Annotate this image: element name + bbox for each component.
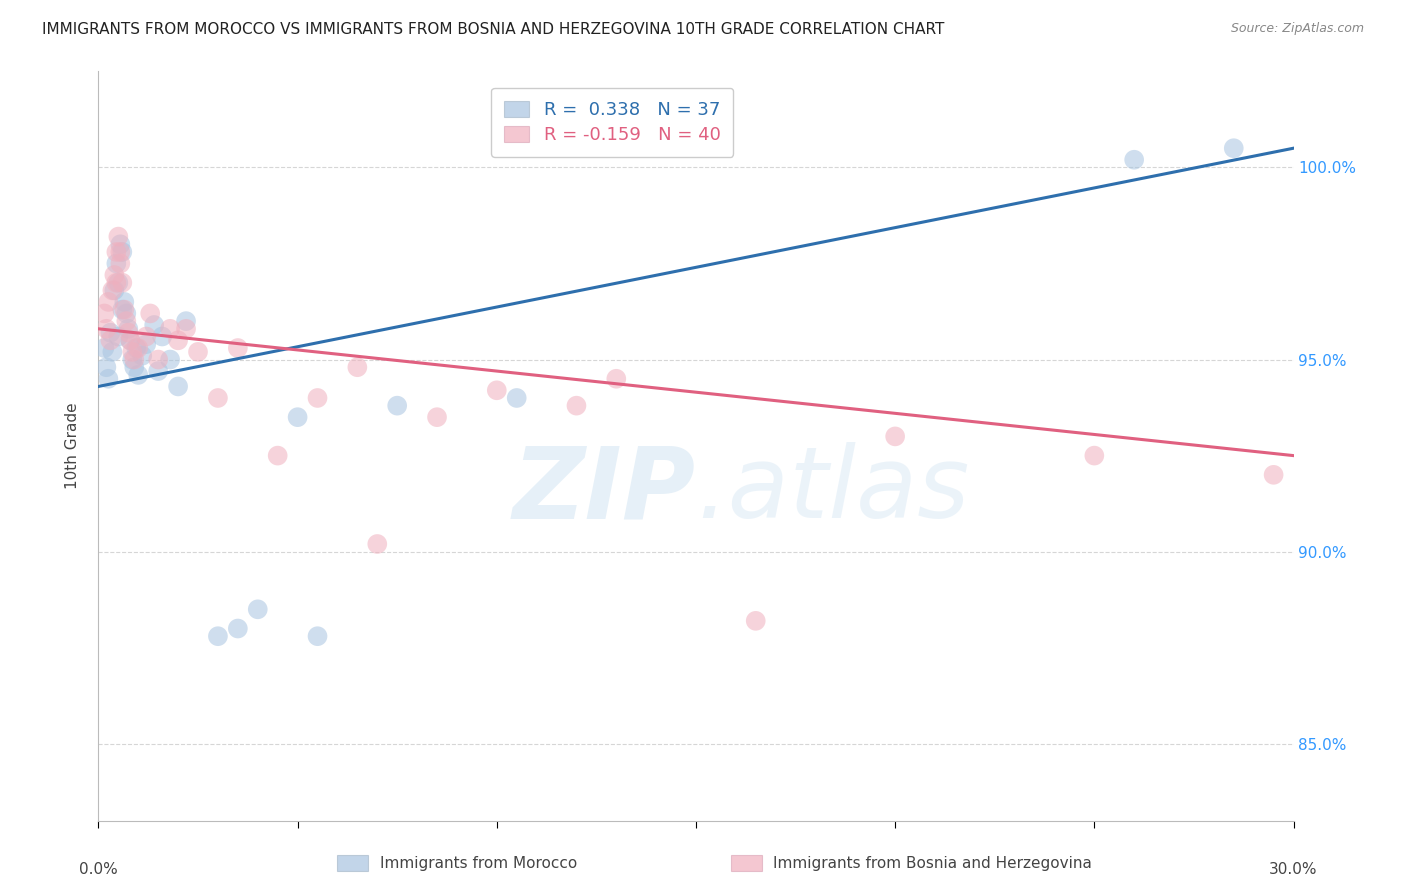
- Point: [267, 449, 290, 463]
- Point: [111, 276, 134, 290]
- Point: [117, 326, 139, 340]
- Point: [121, 352, 143, 367]
- Point: [135, 337, 157, 351]
- Point: [127, 341, 149, 355]
- Point: [101, 284, 124, 298]
- Point: [103, 284, 125, 298]
- Text: Immigrants from Bosnia and Herzegovina: Immigrants from Bosnia and Herzegovina: [773, 856, 1092, 871]
- Point: [1223, 141, 1246, 155]
- Point: [112, 302, 135, 317]
- Point: [93, 341, 115, 355]
- Point: [124, 352, 146, 367]
- Point: [1263, 467, 1285, 482]
- Point: [150, 329, 173, 343]
- Text: 0.0%: 0.0%: [79, 862, 118, 877]
- Point: [107, 329, 129, 343]
- Point: [103, 268, 125, 282]
- Text: ZIP: ZIP: [513, 442, 696, 540]
- Point: [1083, 449, 1105, 463]
- Point: [207, 391, 229, 405]
- Text: 30.0%: 30.0%: [1270, 862, 1317, 877]
- Point: [107, 276, 129, 290]
- Point: [174, 314, 197, 328]
- Point: [98, 326, 122, 340]
- Point: [1123, 153, 1146, 167]
- Point: [506, 391, 529, 405]
- Point: [139, 306, 162, 320]
- Text: IMMIGRANTS FROM MOROCCO VS IMMIGRANTS FROM BOSNIA AND HERZEGOVINA 10TH GRADE COR: IMMIGRANTS FROM MOROCCO VS IMMIGRANTS FR…: [42, 22, 945, 37]
- Point: [207, 629, 229, 643]
- Point: [565, 399, 588, 413]
- Text: .atlas: .atlas: [696, 442, 969, 540]
- Point: [97, 294, 120, 309]
- Point: [143, 318, 166, 332]
- Point: [287, 410, 309, 425]
- Text: Immigrants from Morocco: Immigrants from Morocco: [380, 856, 576, 871]
- Point: [148, 352, 170, 367]
- Point: [307, 391, 329, 405]
- Point: [105, 276, 128, 290]
- Point: [112, 294, 135, 309]
- Point: [120, 334, 142, 348]
- Point: [148, 364, 170, 378]
- Y-axis label: 10th Grade: 10th Grade: [65, 402, 80, 490]
- Point: [115, 314, 138, 328]
- Point: [97, 372, 120, 386]
- Point: [120, 334, 142, 348]
- Point: [174, 322, 197, 336]
- Point: [346, 360, 368, 375]
- Point: [101, 344, 124, 359]
- Point: [111, 302, 134, 317]
- Point: [159, 322, 181, 336]
- Point: [115, 306, 138, 320]
- Point: [110, 237, 132, 252]
- Point: [117, 322, 139, 336]
- Point: [96, 360, 118, 375]
- Point: [107, 229, 129, 244]
- Text: Source: ZipAtlas.com: Source: ZipAtlas.com: [1230, 22, 1364, 36]
- Point: [127, 368, 149, 382]
- Point: [385, 399, 409, 413]
- Point: [124, 360, 146, 375]
- Legend: R =  0.338   N = 37, R = -0.159   N = 40: R = 0.338 N = 37, R = -0.159 N = 40: [491, 88, 734, 157]
- Point: [93, 306, 115, 320]
- Point: [167, 334, 190, 348]
- Point: [111, 244, 134, 259]
- Point: [110, 256, 132, 270]
- Point: [96, 322, 118, 336]
- Point: [485, 384, 508, 398]
- Point: [366, 537, 388, 551]
- Point: [131, 349, 153, 363]
- Point: [226, 622, 249, 636]
- Point: [226, 341, 249, 355]
- Point: [884, 429, 907, 443]
- Point: [135, 329, 157, 343]
- Point: [167, 379, 190, 393]
- Point: [307, 629, 329, 643]
- Point: [98, 334, 122, 348]
- Point: [745, 614, 768, 628]
- Point: [110, 244, 132, 259]
- Point: [121, 344, 143, 359]
- Point: [426, 410, 449, 425]
- Point: [105, 244, 128, 259]
- Point: [605, 372, 627, 386]
- Point: [159, 352, 181, 367]
- Point: [187, 344, 209, 359]
- Point: [125, 341, 148, 355]
- Point: [105, 256, 128, 270]
- Point: [246, 602, 269, 616]
